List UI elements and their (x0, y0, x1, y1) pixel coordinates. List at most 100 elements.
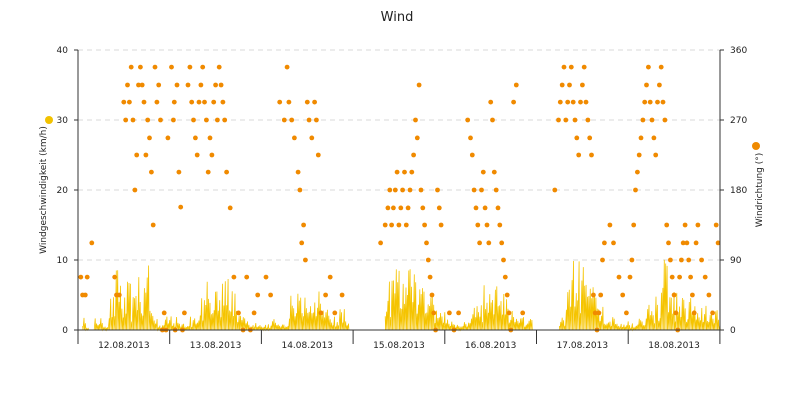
direction-point (332, 310, 338, 316)
direction-point (284, 64, 290, 70)
x-tick-label: 18.08.2013 (648, 341, 700, 351)
direction-point (715, 240, 721, 246)
direction-point (420, 205, 426, 211)
direction-point (583, 99, 589, 105)
direction-point (286, 99, 292, 105)
direction-point (568, 64, 574, 70)
direction-point (143, 152, 149, 158)
direction-point (585, 117, 591, 123)
speed-legend-marker (45, 116, 53, 124)
direction-point (691, 310, 697, 316)
direction-point (624, 310, 629, 316)
direction-point (651, 135, 657, 141)
direction-point (673, 310, 679, 316)
direction-point (616, 274, 622, 280)
direction-point (236, 310, 241, 316)
y-right-tick-label: 270 (730, 116, 747, 126)
direction-point (477, 240, 482, 246)
direction-point (414, 135, 420, 141)
direction-point (488, 99, 494, 105)
direction-point (126, 99, 132, 105)
direction-point (174, 82, 180, 88)
direction-point (695, 222, 701, 228)
direction-point (213, 82, 219, 88)
left-axis-label-group: Windgeschwindigkeit (km/h) (39, 126, 49, 254)
direction-point (407, 187, 413, 193)
direction-point (193, 135, 198, 141)
direction-point (309, 135, 315, 141)
direction-point (600, 257, 605, 263)
y-right-tick-label: 90 (730, 256, 742, 266)
direction-point (484, 222, 490, 228)
direction-point (150, 222, 156, 228)
direction-point (611, 240, 616, 246)
direction-point (400, 187, 405, 193)
direction-point (191, 117, 196, 123)
direction-point (598, 292, 604, 298)
direction-point (436, 205, 442, 211)
y-left-tick-label: 40 (57, 46, 69, 56)
direction-point (391, 205, 396, 211)
direction-point (468, 135, 473, 141)
direction-point (152, 64, 158, 70)
direction-point (647, 99, 653, 105)
direction-point (211, 99, 217, 105)
direction-point (416, 82, 422, 88)
direction-point (429, 292, 435, 298)
x-tick-label: 17.08.2013 (557, 341, 609, 351)
direction-point (679, 257, 684, 263)
direction-point (688, 274, 693, 280)
direction-point (589, 152, 594, 158)
direction-point (268, 292, 273, 298)
right-axis-label-group: Windrichtung (°) (755, 153, 765, 228)
direction-point (89, 240, 95, 246)
direction-point (693, 240, 699, 246)
direction-point (378, 240, 383, 246)
y-right-tick-label: 180 (730, 186, 747, 196)
direction-point (502, 274, 508, 280)
direction-point (128, 64, 134, 70)
direction-point (405, 205, 411, 211)
speed-line-segment (261, 291, 350, 332)
direction-point (638, 135, 644, 141)
direction-point (78, 274, 84, 280)
direction-point (112, 274, 118, 280)
direction-point (130, 117, 136, 123)
direction-point (154, 99, 160, 105)
direction-point (706, 292, 712, 298)
direction-point (220, 99, 226, 105)
direction-point (121, 99, 127, 105)
direction-point (686, 257, 692, 263)
direction-point (658, 64, 664, 70)
direction-point (327, 274, 333, 280)
direction-point (281, 117, 287, 123)
direction-point (640, 117, 646, 123)
grid-lines (78, 49, 720, 261)
direction-point (435, 187, 440, 193)
y-left-tick-label: 30 (57, 116, 69, 126)
speed-line-segment (82, 265, 171, 332)
direction-point (456, 310, 461, 316)
direction-point (495, 205, 501, 211)
direction-point (511, 99, 516, 105)
direction-point (224, 169, 230, 175)
direction-point (138, 64, 143, 70)
direction-point (666, 240, 671, 246)
x-tick-label: 13.08.2013 (190, 341, 242, 351)
direction-point (314, 117, 319, 123)
direction-point (134, 152, 140, 158)
y-left-label: Windgeschwindigkeit (km/h) (39, 126, 49, 254)
speed-series (82, 259, 721, 332)
direction-point (504, 292, 510, 298)
direction-point (244, 274, 250, 280)
direction-point (299, 240, 305, 246)
direction-point (189, 99, 195, 105)
direction-legend-marker (752, 142, 760, 150)
direction-point (465, 117, 471, 123)
direction-point (263, 274, 269, 280)
direction-point (304, 99, 310, 105)
direction-point (231, 274, 237, 280)
direction-point (690, 292, 695, 298)
direction-point (392, 187, 398, 193)
direction-point (149, 169, 154, 175)
